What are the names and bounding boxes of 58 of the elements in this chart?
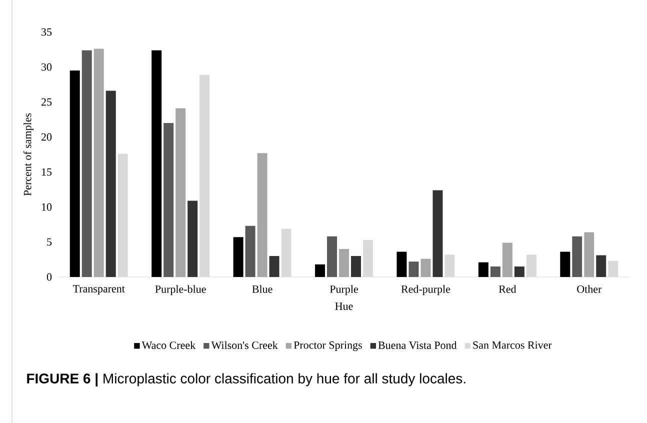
bar (444, 254, 455, 277)
bar (514, 266, 524, 277)
bar (164, 123, 174, 277)
x-tick-label: Red (498, 285, 516, 293)
bar (257, 153, 268, 277)
y-tick-label: 10 (42, 203, 52, 211)
bar (560, 252, 570, 277)
bar (188, 200, 198, 277)
y-tick-label: 25 (41, 98, 52, 106)
bar (351, 256, 361, 277)
bar (420, 258, 431, 277)
bar (363, 240, 374, 277)
y-tick-label: 0 (46, 273, 52, 281)
text: FIGURE 6 | Microplastic color classification by hue for all study locales. (27, 373, 466, 386)
legend-label: Buena Vista Pond (378, 341, 457, 350)
bar (432, 190, 443, 277)
bar (118, 154, 128, 277)
bar (70, 70, 80, 277)
bar (608, 260, 618, 277)
y-tick-label: 15 (42, 168, 52, 176)
bar (200, 74, 210, 277)
bar (572, 236, 582, 277)
bar (490, 266, 500, 277)
bar (408, 262, 419, 277)
y-tick-label: 20 (41, 133, 52, 141)
legend-label: Proctor Springs (294, 341, 362, 352)
bar (94, 48, 104, 277)
bar (269, 256, 280, 277)
bar (478, 262, 488, 277)
bar (176, 108, 186, 277)
bar (152, 50, 162, 277)
bar (339, 249, 350, 277)
bar (396, 252, 407, 277)
bar (526, 254, 536, 277)
x-tick-label: Other (577, 285, 602, 293)
bar (233, 237, 244, 277)
y-tick-label: 35 (42, 28, 52, 36)
bar (82, 50, 92, 277)
x-tick-label: Transparent (72, 285, 125, 295)
x-tick-label: Blue (252, 285, 272, 293)
bar (584, 232, 594, 277)
bar (596, 255, 606, 277)
legend-label: Wilson's Creek (211, 341, 278, 350)
x-axis-title: Hue (335, 302, 353, 310)
bar (315, 264, 326, 277)
x-tick-label: Red-purple (401, 285, 450, 296)
bar (502, 242, 512, 277)
y-axis-title: Percent of samples (23, 113, 34, 196)
bar (327, 236, 338, 277)
legend-label: San Marcos River (473, 341, 552, 349)
x-tick-label: Purple (330, 285, 358, 296)
x-tick-label: Purple-blue (155, 285, 206, 296)
y-tick-label: 5 (47, 238, 52, 246)
bar (245, 226, 256, 277)
bar (106, 90, 116, 277)
legend-label: Waco Creek (142, 341, 196, 350)
y-tick-label: 30 (42, 63, 52, 71)
bar (281, 228, 292, 277)
